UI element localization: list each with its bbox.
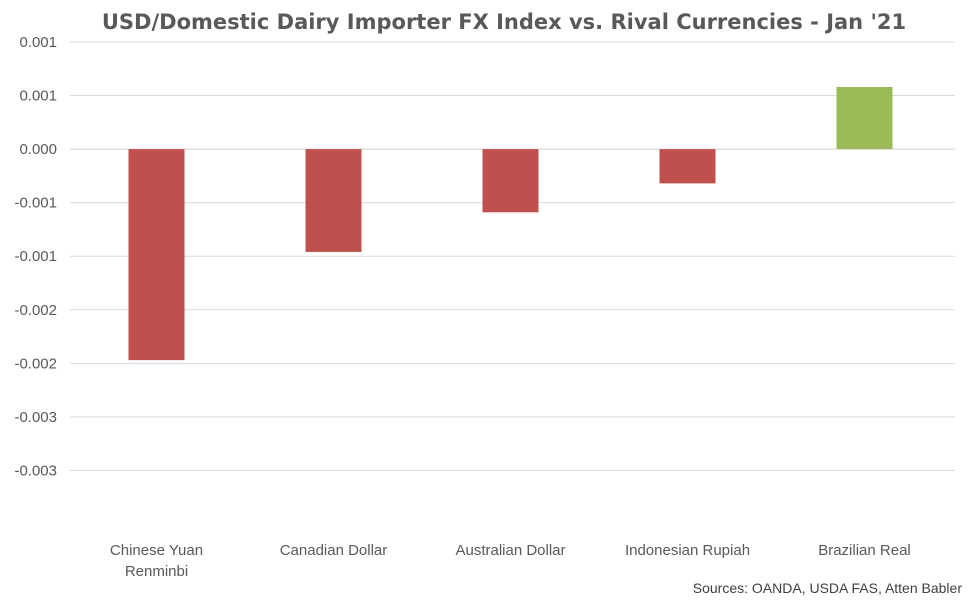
- grid-lines: [70, 41, 955, 471]
- bar-chinese-yuan-renminbi: [128, 149, 185, 361]
- bar-brazilian-real: [836, 86, 893, 150]
- bar-canadian-dollar: [305, 149, 362, 252]
- x-category-label: Australian Dollar: [455, 542, 565, 559]
- y-tick-label: -0.002: [14, 355, 57, 372]
- bar-australian-dollar: [482, 149, 539, 213]
- y-tick-label: -0.001: [14, 248, 57, 265]
- y-tick-label: -0.003: [14, 462, 57, 479]
- x-category-label: Indonesian Rupiah: [625, 542, 750, 559]
- chart-title: USD/Domestic Dairy Importer FX Index vs.…: [102, 10, 906, 34]
- x-axis-category-labels: Chinese Yuan Renminbi Canadian Dollar Austr…: [110, 542, 911, 580]
- y-tick-label: 0.001: [19, 34, 57, 51]
- x-category-label: Canadian Dollar: [280, 542, 388, 559]
- bar-indonesian-rupiah: [659, 149, 716, 184]
- x-category-label: Chinese Yuan Renminbi: [110, 542, 203, 580]
- y-tick-label: -0.002: [14, 302, 57, 319]
- source-note: Sources: OANDA, USDA FAS, Atten Babler: [693, 580, 963, 596]
- y-tick-label: -0.003: [14, 409, 57, 426]
- y-axis-tick-labels: 0.001 0.001 0.000 -0.001 -0.001 -0.002 -0.002 -…: [14, 34, 57, 479]
- y-tick-label: 0.001: [19, 88, 57, 105]
- y-tick-label: 0.000: [19, 141, 57, 158]
- y-tick-label: -0.001: [14, 195, 57, 212]
- bars: [128, 86, 893, 361]
- x-category-label: Brazilian Real: [818, 542, 911, 559]
